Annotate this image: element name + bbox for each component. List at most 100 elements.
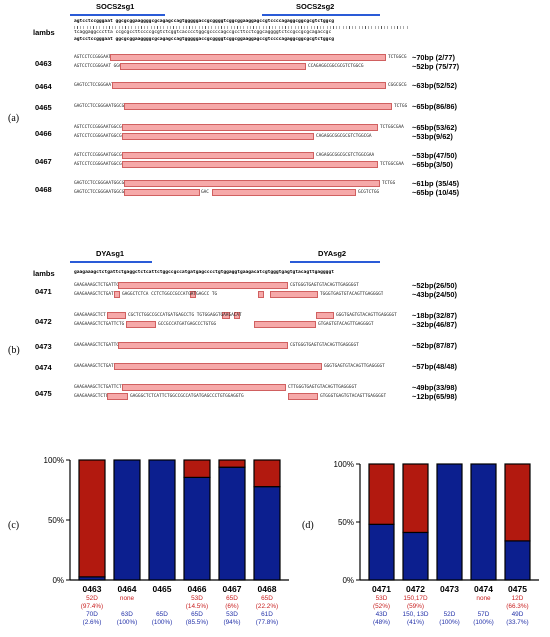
sequence-left: GAAGAAAGCTCTGATTCTT	[74, 385, 125, 390]
deletion-result: ~65bp(86/86)	[412, 102, 457, 111]
lamb-id: 0466	[35, 128, 52, 138]
sequence-left: GAGTCCTCCGGGAATGGCGC	[74, 104, 127, 109]
deletion-box	[122, 152, 314, 159]
sequence-right: CTTGGGTGAGTGTACAGTTGAGGGGT	[288, 385, 357, 390]
deletion-box	[124, 103, 392, 110]
reference-complement: tcaggaggccctta ccgcgccttccccgcgtctcggtca…	[74, 30, 332, 35]
blue-data-label: (100%)	[439, 619, 460, 626]
sequence-right: TCTGG	[382, 181, 396, 186]
deletion-result: ~18bp(32/87)	[412, 311, 457, 320]
sequence-left: GAAGAAAGCTCTGATTC	[74, 283, 119, 288]
lamb-id: 0471	[35, 286, 52, 296]
bar-category-label: 0474	[474, 584, 493, 594]
bar-category-label: 0466	[188, 584, 207, 594]
blue-data-label: 52D	[444, 611, 456, 618]
y-tick-label: 50%	[48, 516, 64, 525]
blue-data-label: 49D	[512, 611, 524, 618]
alignment-row: GAAGAAAGCTCT CGCTCTGGCCGCCATGATGAGCCTG TG…	[74, 312, 410, 319]
bar-category-label: 0465	[153, 584, 172, 594]
bar-segment-blue	[218, 466, 246, 581]
sequence-left: GAGTCCTCCGGGAATGGCGC	[74, 190, 127, 195]
deletion-box	[122, 133, 314, 140]
sequence-middle: CGCTCTGGCCGCCATGATGAGCCTG TGTGGAGGTGAAGA…	[128, 313, 242, 318]
y-tick-label: 50%	[338, 518, 354, 527]
panel-b-letter: (b)	[8, 345, 20, 356]
sequence-left: AGTCCTCCGGGAATGGCGC	[74, 153, 125, 158]
deletion-result: ~57bp(48/48)	[412, 362, 457, 371]
sequence-right: GTGAGTGTACAGTTGAGGGGT	[318, 322, 374, 327]
red-data-label: 53D	[191, 595, 203, 602]
deletion-result: ~32bp(46/87)	[412, 320, 457, 329]
red-data-label: 52D	[86, 595, 98, 602]
alignment-row: GAAGAAAGCTCTGAT GAGGCTCTCA CCTCTGGCCGCCAT…	[74, 291, 410, 298]
deletion-box	[122, 384, 286, 391]
deletion-box	[107, 312, 126, 319]
blue-data-label: (41%)	[407, 619, 424, 626]
sequence-right: CAGAGGCGGCGCGTCTGGCGA	[316, 134, 372, 139]
red-data-label: (59%)	[407, 603, 424, 610]
red-data-label: (14.5%)	[186, 603, 208, 610]
sg2-guide-line	[262, 14, 380, 16]
red-data-label: (97.4%)	[81, 603, 103, 610]
bar-category-label: 0471	[372, 584, 391, 594]
deletion-box	[122, 124, 378, 131]
deletion-box	[107, 393, 128, 400]
reference-sequence-2: agtcctccgggaat ggcgcggaaggggcgcagagccagt…	[74, 37, 334, 42]
reference-sequence: agtcctccgggaat ggcgcggaaggggcgcagagccagt…	[74, 19, 334, 24]
deletion-box	[124, 189, 200, 196]
alignment-row: GAAGAAAGCTCTGAT GGGTGAGTGTACAGTTGAGGGGT	[74, 363, 410, 370]
lambs-header: lambs	[33, 28, 55, 37]
blue-data-label: 65D	[156, 611, 168, 618]
red-data-label: none	[120, 595, 135, 602]
sequence-left: GAGTCCTCCGGGAAT	[74, 83, 114, 88]
deletion-box	[316, 312, 334, 319]
sequence-right: TCTGG	[394, 104, 408, 109]
alignment-row: AGTCCTCCGGGAATGGCGC CAGAGGCGGCGCGTCTGGCGA	[74, 133, 410, 140]
blue-data-label: 70D	[86, 611, 98, 618]
bar-category-label: 0473	[440, 584, 459, 594]
alignment-row: GAAGAAAGCTCTGATTC CGTGGGTGAGTGTACAGTTGAGG…	[74, 342, 410, 349]
sequence-left: AGTCCTCCGGGAAT GGCG	[74, 64, 125, 69]
blue-data-label: 53D	[226, 611, 238, 618]
alignment-row: GAGTCCTCCGGGAATGGCGC TCTGG	[74, 103, 410, 110]
alignment-row: GAAGAAAGCTCTGATTCTG GCCGCCATGATGAGCCCTGTG…	[74, 321, 410, 328]
deletion-result: ~43bp(24/50)	[412, 290, 457, 299]
bar-segment-blue	[183, 476, 211, 581]
alignment-row: AGTCCTCCGGGAATGGCGC TCTGGCGAA	[74, 124, 410, 131]
sequence-left: GAAGAAAGCTCT	[74, 313, 106, 318]
sequence-right: TCTGGCGAA	[380, 162, 404, 167]
deletion-result: ~63bp(52/52)	[412, 81, 457, 90]
sequence-right: CGTGGGTGAGTGTACAGTTGAGGGGT	[290, 283, 359, 288]
sg1-guide-line	[70, 14, 165, 16]
deletion-result: ~52bp(87/87)	[412, 341, 457, 350]
blue-data-label: (94%)	[223, 619, 240, 626]
red-data-label: (6%)	[225, 603, 239, 610]
sequence-left: AGTCCTCCGGGAATGGCGC	[74, 162, 125, 167]
panel-c-letter: (c)	[8, 520, 20, 531]
deletion-box	[110, 54, 386, 61]
deletion-box	[234, 312, 240, 319]
sequence-left: GAAGAAAGCTCTG	[74, 394, 109, 399]
bar-segment-blue	[402, 531, 429, 581]
red-data-label: 65D	[226, 595, 238, 602]
bar-category-label: 0475	[508, 584, 527, 594]
lambs-header-b: lambs	[33, 269, 55, 278]
red-data-label: 53D	[376, 595, 388, 602]
bar-category-label: 0468	[258, 584, 277, 594]
deletion-result: ~52bp (75/77)	[412, 62, 460, 71]
red-data-label: none	[476, 595, 491, 602]
deletion-box	[190, 291, 196, 298]
alignment-row: GAGTCCTCCGGGAAT CGGCGCG	[74, 82, 410, 89]
sg1-guide-label: SOCS2sg1	[96, 2, 135, 11]
deletion-box	[114, 363, 322, 370]
deletion-result: ~65bp (10/45)	[412, 188, 460, 197]
bar-segment-red	[368, 463, 395, 525]
sequence-middle: GAGGGCTCTCATTCTGGCCGCCATGATGAGCCCTGTGGAG…	[130, 394, 244, 399]
blue-data-label: (100%)	[117, 619, 138, 626]
deletion-result: ~53bp(9/62)	[412, 132, 453, 141]
bar-segment-blue	[148, 459, 176, 581]
deletion-result: ~49bp(33/98)	[412, 383, 457, 392]
bar-segment-blue	[253, 486, 281, 581]
deletion-result: ~65bp(3/50)	[412, 160, 453, 169]
alignment-row: GAAGAAAGCTCTGATTC CGTGGGTGAGTGTACAGTTGAGG…	[74, 282, 410, 289]
